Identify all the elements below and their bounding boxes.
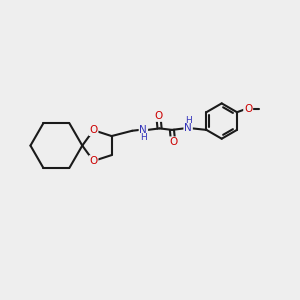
Text: H: H: [185, 116, 192, 125]
Text: O: O: [89, 125, 98, 135]
Text: O: O: [244, 104, 252, 114]
Text: N: N: [184, 123, 192, 134]
Text: O: O: [154, 111, 163, 121]
Text: N: N: [140, 125, 147, 135]
Text: H: H: [141, 133, 147, 142]
Text: O: O: [169, 137, 177, 147]
Text: O: O: [89, 156, 98, 166]
